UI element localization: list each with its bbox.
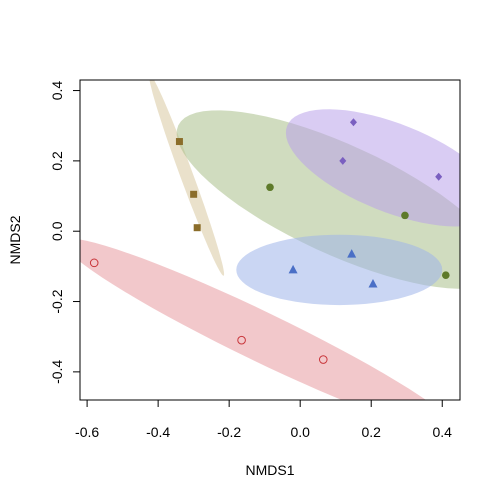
- point-open-circle-3: [318, 355, 328, 364]
- y-tick-label-1: -0.4: [49, 360, 65, 384]
- point-square-2: [190, 190, 198, 198]
- y-tick-label-5: 0.4: [49, 81, 65, 101]
- point-circle-2: [401, 211, 409, 220]
- x-axis: -0.6 -0.4 -0.2 0.0 0.2 0.4: [75, 400, 452, 440]
- point-square-3: [193, 224, 201, 232]
- y-axis: -0.4 -0.2 0.0 0.2 0.4: [49, 81, 80, 384]
- point-open-circle-2: [237, 335, 246, 345]
- y-tick-label-3: 0.0: [49, 221, 65, 241]
- group-ellipse-4: [236, 234, 443, 306]
- y-tick-label-4: 0.2: [49, 151, 65, 171]
- point-diamond-3: [435, 172, 443, 181]
- x-tick-label-4: 0.0: [290, 424, 310, 440]
- point-triangle-2: [347, 249, 357, 258]
- point-open-circle-1: [89, 258, 99, 268]
- point-triangle-1: [288, 264, 298, 274]
- x-tick-label-5: 0.2: [361, 424, 381, 440]
- group-ellipse-3: [285, 109, 460, 227]
- x-tick-label-3: -0.2: [217, 424, 241, 440]
- point-circle-3: [441, 271, 450, 279]
- ellipse-layer: [80, 80, 460, 400]
- point-circle-1: [266, 183, 274, 192]
- point-layer: [89, 118, 450, 364]
- group-ellipse-1: [149, 80, 225, 276]
- x-tick-label-1: -0.6: [75, 424, 99, 440]
- plot-frame: [79, 79, 461, 401]
- x-axis-label: NMDS1: [245, 462, 294, 478]
- point-diamond-2: [339, 156, 347, 165]
- point-triangle-3: [368, 278, 378, 288]
- x-tick-label-6: 0.4: [433, 424, 453, 440]
- point-diamond-1: [349, 118, 357, 127]
- y-axis-label: NMDS2: [7, 215, 23, 264]
- x-tick-label-2: -0.4: [146, 424, 170, 440]
- group-ellipse-5: [80, 239, 427, 400]
- point-square-1: [175, 138, 183, 146]
- y-tick-label-2: -0.2: [49, 289, 65, 313]
